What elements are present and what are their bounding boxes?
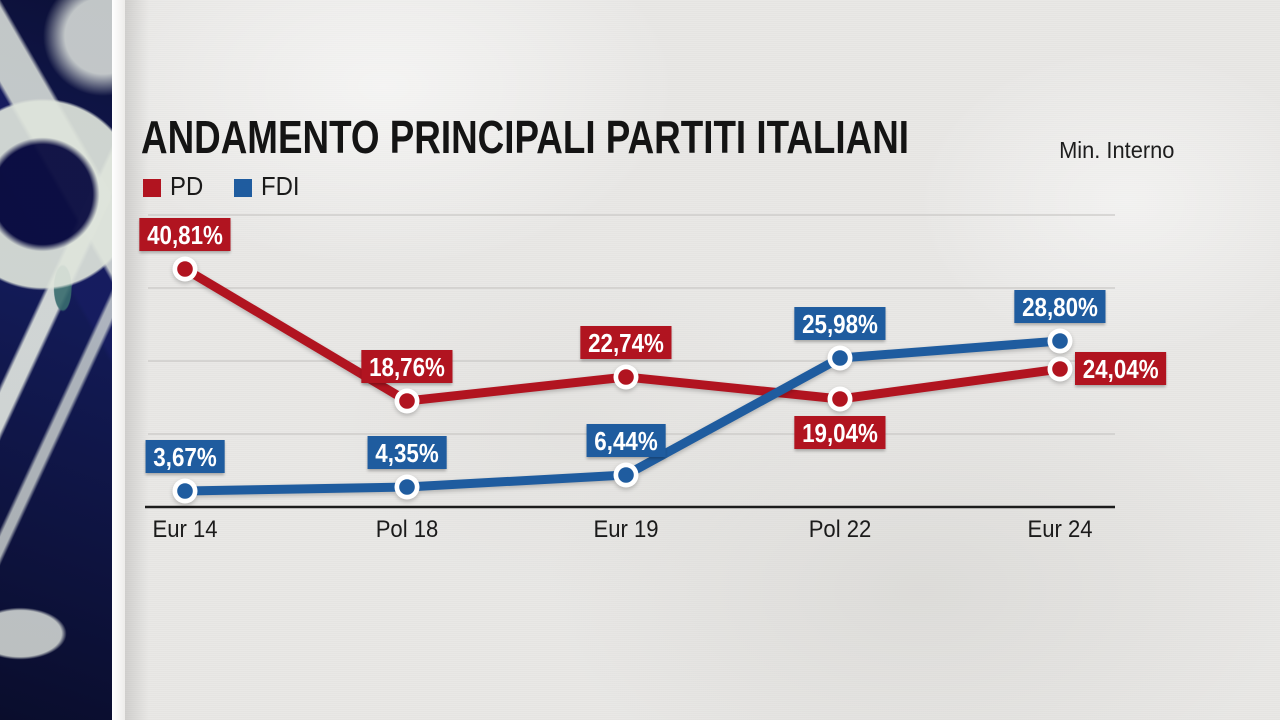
pd-legend-label: PD bbox=[170, 171, 204, 201]
data-label-pd-4: 24,04% bbox=[1075, 352, 1167, 385]
x-axis-label-1: Pol 18 bbox=[375, 516, 439, 543]
x-axis-label-0: Eur 14 bbox=[152, 516, 218, 543]
page-edge-divider bbox=[112, 0, 125, 720]
data-label-fdi-1: 4,35% bbox=[367, 436, 447, 469]
data-label-fdi-0: 3,67% bbox=[145, 440, 225, 473]
page-edge-shadow bbox=[125, 0, 149, 720]
data-label-fdi-3: 25,98% bbox=[794, 307, 886, 340]
data-label-fdi-4: 28,80% bbox=[1014, 290, 1106, 323]
fdi-swatch bbox=[234, 178, 253, 197]
data-label-fdi-2: 6,44% bbox=[586, 424, 666, 457]
source-label: Min. Interno bbox=[1058, 137, 1174, 163]
data-label-pd-0: 40,81% bbox=[139, 218, 231, 251]
x-axis-label-3: Pol 22 bbox=[808, 516, 872, 543]
pd-swatch bbox=[143, 178, 161, 197]
x-axis-label-4: Eur 24 bbox=[1027, 516, 1093, 543]
sidebar-artwork bbox=[0, 0, 112, 720]
chart-title: ANDAMENTO PRINCIPALI PARTITI ITALIANI bbox=[141, 111, 910, 163]
data-label-pd-3: 19,04% bbox=[794, 416, 886, 449]
legend: PD FDI bbox=[143, 171, 303, 202]
legend-item-fdi: FDI bbox=[234, 171, 303, 202]
data-label-pd-2: 22,74% bbox=[580, 326, 672, 359]
x-axis-label-2: Eur 19 bbox=[593, 516, 659, 543]
data-label-pd-1: 18,76% bbox=[361, 350, 453, 383]
legend-item-pd: PD bbox=[143, 171, 206, 202]
fdi-legend-label: FDI bbox=[261, 171, 300, 201]
